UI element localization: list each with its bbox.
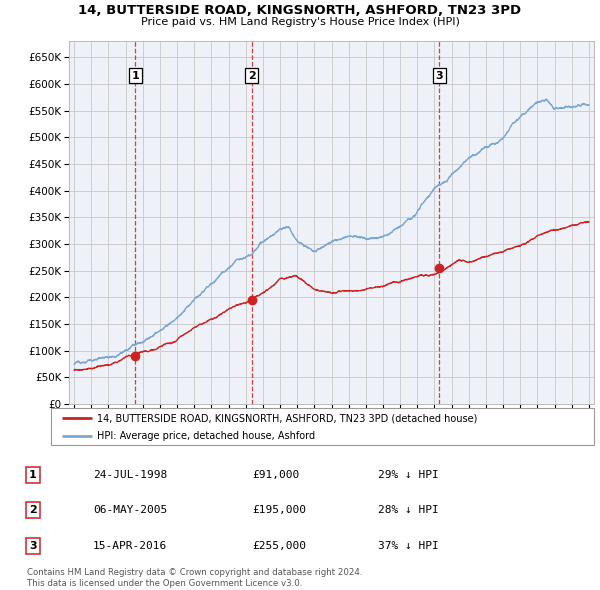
FancyBboxPatch shape	[51, 408, 594, 445]
Text: 28% ↓ HPI: 28% ↓ HPI	[378, 506, 439, 515]
Text: 14, BUTTERSIDE ROAD, KINGSNORTH, ASHFORD, TN23 3PD (detached house): 14, BUTTERSIDE ROAD, KINGSNORTH, ASHFORD…	[97, 414, 478, 423]
Text: 29% ↓ HPI: 29% ↓ HPI	[378, 470, 439, 480]
Text: £195,000: £195,000	[252, 506, 306, 515]
Text: 14, BUTTERSIDE ROAD, KINGSNORTH, ASHFORD, TN23 3PD: 14, BUTTERSIDE ROAD, KINGSNORTH, ASHFORD…	[79, 4, 521, 17]
Text: 06-MAY-2005: 06-MAY-2005	[93, 506, 167, 515]
Text: £255,000: £255,000	[252, 541, 306, 550]
Text: HPI: Average price, detached house, Ashford: HPI: Average price, detached house, Ashf…	[97, 431, 315, 441]
Text: 1: 1	[131, 71, 139, 81]
Text: 1: 1	[29, 470, 37, 480]
Text: Contains HM Land Registry data © Crown copyright and database right 2024.
This d: Contains HM Land Registry data © Crown c…	[27, 568, 362, 588]
Text: 3: 3	[436, 71, 443, 81]
Text: 24-JUL-1998: 24-JUL-1998	[93, 470, 167, 480]
Text: Price paid vs. HM Land Registry's House Price Index (HPI): Price paid vs. HM Land Registry's House …	[140, 17, 460, 27]
Text: 37% ↓ HPI: 37% ↓ HPI	[378, 541, 439, 550]
Text: 15-APR-2016: 15-APR-2016	[93, 541, 167, 550]
Text: 3: 3	[29, 541, 37, 550]
Text: £91,000: £91,000	[252, 470, 299, 480]
Text: 2: 2	[29, 506, 37, 515]
Text: 2: 2	[248, 71, 256, 81]
